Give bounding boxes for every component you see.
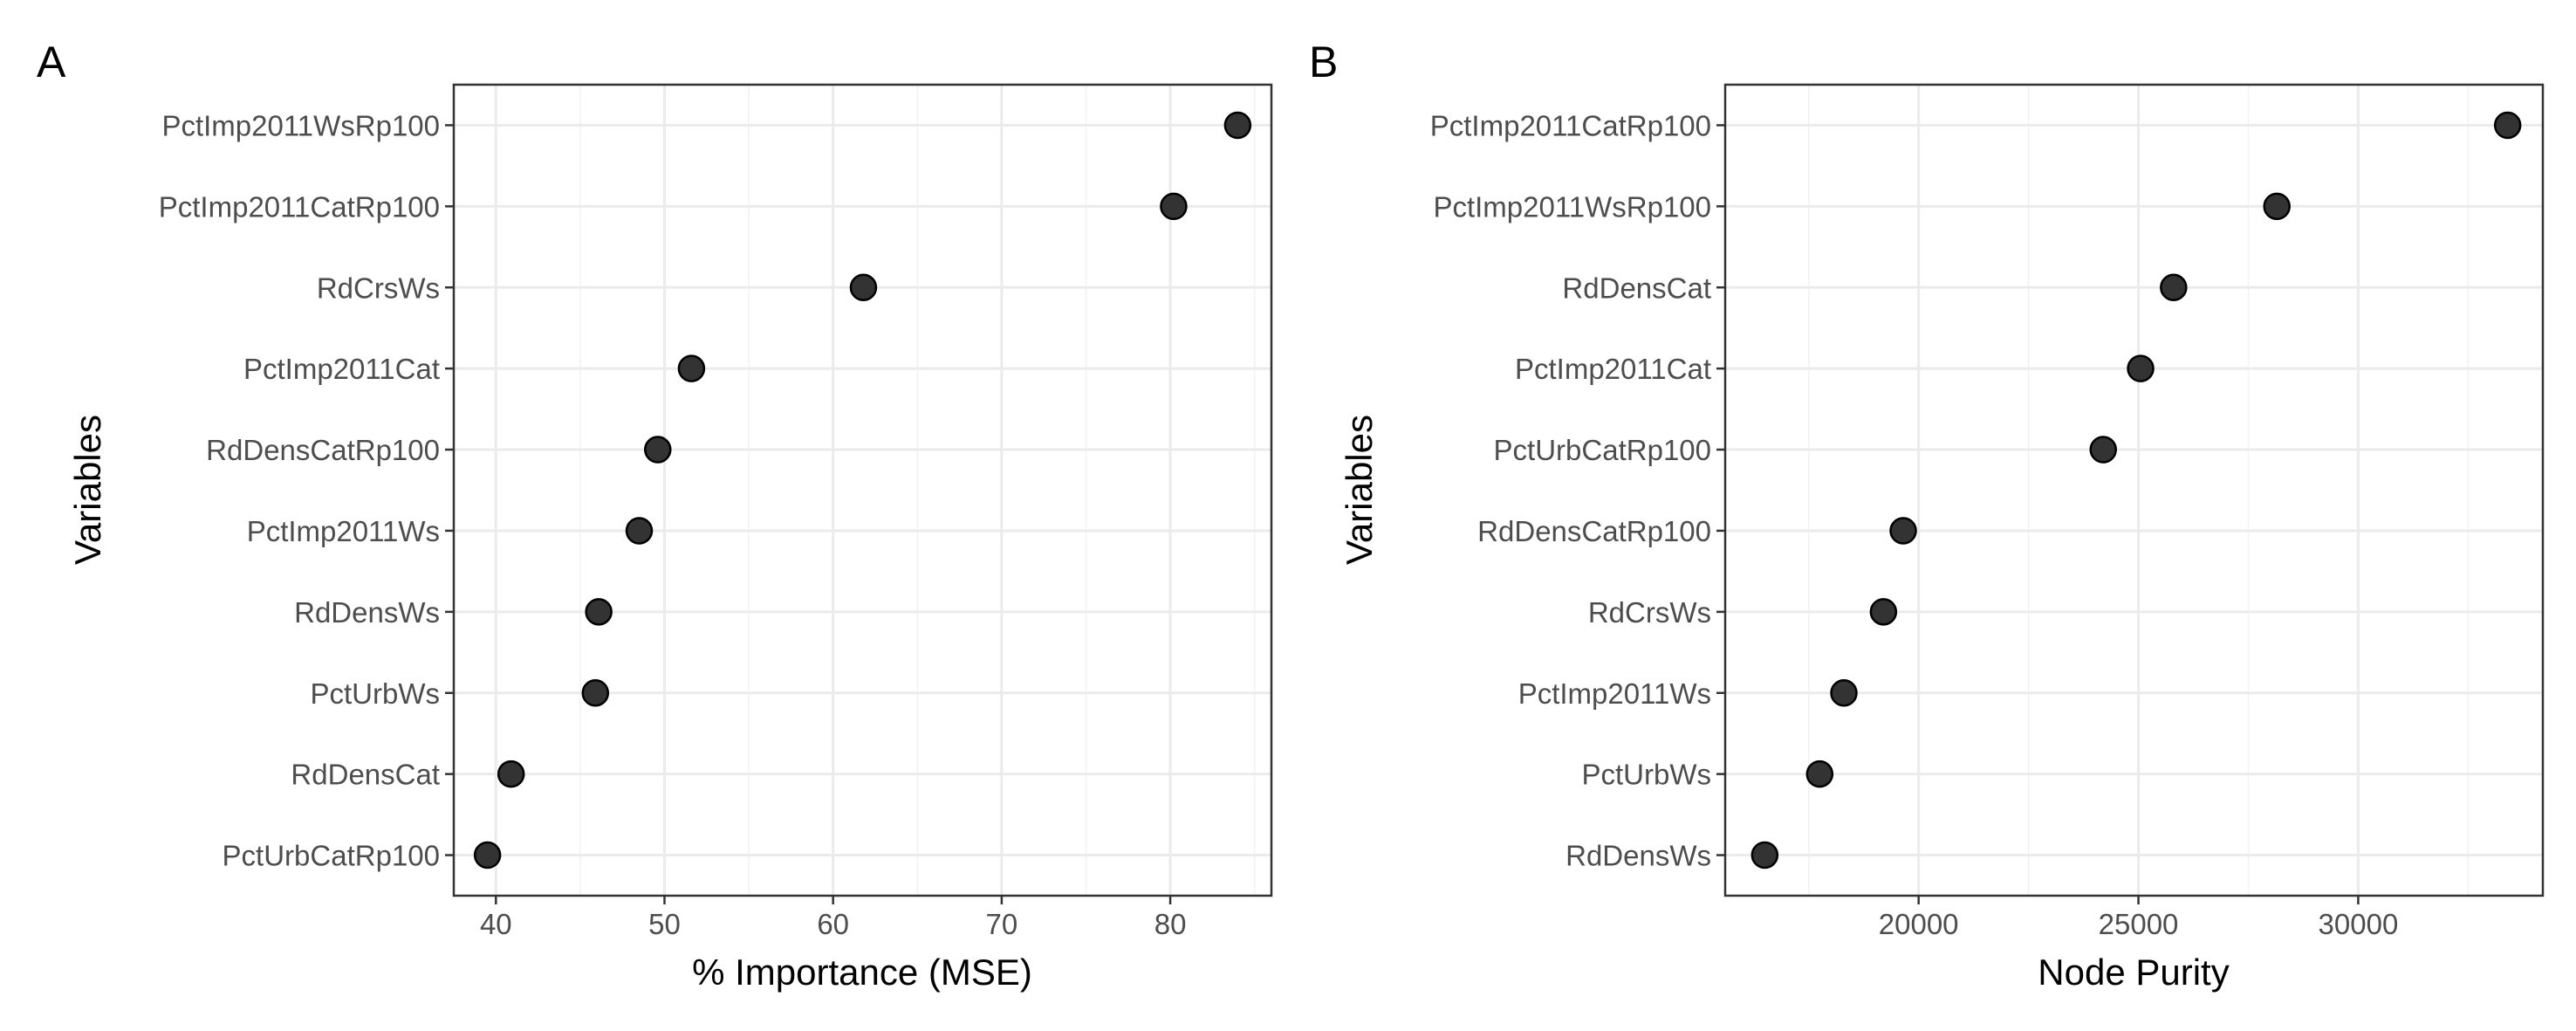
panel-b: B PctImp2011CatRp100 PctImp2011WsRp100 RdD…	[1309, 38, 2545, 993]
panel-b-data-point	[1869, 598, 1898, 626]
panel-b-data-point	[1805, 760, 1834, 788]
panel-a-data-point	[473, 841, 502, 869]
panel-a-x-tick-label: 50	[648, 908, 681, 940]
panel-a-y-tick-label: PctUrbCatRp100	[223, 840, 440, 872]
panel-a-data-point	[625, 517, 654, 545]
panel-a-y-tick-label: RdDensCatRp100	[206, 434, 440, 466]
panel-b-y-tick-label: PctImp2011Cat	[1515, 353, 1711, 385]
panel-a-points	[473, 111, 1252, 869]
panel-a-x-tick-label: 60	[817, 908, 849, 940]
panel-b-y-tick-label: RdCrsWs	[1588, 596, 1711, 629]
panel-a-y-tick-label: PctImp2011Ws	[247, 515, 440, 547]
panel-label-a: A	[37, 38, 66, 86]
panel-b-data-point	[1889, 517, 1917, 545]
panel-b-data-point	[1830, 679, 1858, 707]
panel-b-grid	[1725, 85, 2543, 896]
panel-a-data-point	[581, 679, 610, 707]
panel-b-y-tick-label: RdDensWs	[1565, 840, 1711, 872]
panel-b-y-axis-title: Variables	[1339, 415, 1380, 565]
panel-label-b: B	[1309, 38, 1338, 86]
panel-a-x-tick-label: 80	[1154, 908, 1187, 940]
panel-a-data-point	[677, 354, 706, 382]
panel-a-x-tick-label: 70	[986, 908, 1018, 940]
panel-a-grid	[454, 85, 1271, 896]
panel-b-y-tick-label: PctImp2011CatRp100	[1430, 109, 1711, 141]
panel-a-y-tick-label: RdCrsWs	[317, 271, 440, 304]
panel-b-data-point	[2263, 192, 2291, 221]
panel-a: A PctImp2011WsRp100 PctImp2011CatRp100 RdC…	[37, 38, 1273, 993]
panel-a-y-axis: PctImp2011WsRp100 PctImp2011CatRp100 RdCrs…	[159, 109, 454, 872]
panel-a-x-tick-label: 40	[480, 908, 512, 940]
panel-b-y-tick-label: PctUrbWs	[1582, 759, 1712, 791]
panel-b-x-tick-label: 25000	[2099, 908, 2179, 940]
panel-a-y-tick-label: PctImp2011CatRp100	[159, 190, 440, 223]
panel-b-x-axis: 20000 25000 30000	[1879, 896, 2399, 940]
panel-a-y-axis-title: Variables	[67, 415, 108, 565]
panel-a-y-tick-label: RdDensCat	[291, 759, 440, 791]
panel-b-data-point	[2160, 273, 2188, 301]
panel-a-x-axis-title: % Importance (MSE)	[692, 952, 1032, 993]
panel-b-y-tick-label: PctImp2011WsRp100	[1433, 190, 1711, 223]
panel-b-points	[1750, 111, 2522, 869]
panel-a-plot-area	[452, 83, 1273, 897]
panel-b-y-axis: PctImp2011CatRp100 PctImp2011WsRp100 RdDen…	[1430, 109, 1725, 872]
panel-a-data-point	[585, 598, 613, 626]
panel-b-x-tick-label: 20000	[1879, 908, 1959, 940]
panel-b-y-tick-label: RdDensCatRp100	[1477, 515, 1711, 547]
panel-a-data-point	[849, 273, 878, 301]
panel-b-data-point	[1750, 841, 1779, 869]
panel-a-y-tick-label: PctImp2011WsRp100	[161, 109, 440, 141]
panel-b-data-point	[2493, 111, 2522, 140]
panel-b-data-point	[2127, 354, 2155, 382]
panel-a-data-point	[1160, 192, 1188, 221]
panel-a-y-tick-label: PctUrbWs	[311, 677, 441, 710]
panel-a-x-axis: 40 50 60 70 80	[480, 896, 1187, 940]
panel-b-x-tick-label: 30000	[2319, 908, 2399, 940]
panel-b-y-tick-label: PctImp2011Ws	[1518, 677, 1711, 710]
panel-b-x-axis-title: Node Purity	[2038, 952, 2229, 993]
panel-a-y-tick-label: PctImp2011Cat	[243, 353, 440, 385]
panel-b-data-point	[2089, 436, 2117, 464]
panel-a-data-point	[644, 436, 672, 464]
panel-a-data-point	[1223, 111, 1252, 140]
panel-b-y-tick-label: PctUrbCatRp100	[1494, 434, 1711, 466]
panel-b-plot-area	[1723, 83, 2545, 897]
panel-a-data-point	[497, 760, 525, 788]
panel-b-y-tick-label: RdDensCat	[1562, 271, 1711, 304]
panel-a-y-tick-label: RdDensWs	[294, 596, 440, 629]
